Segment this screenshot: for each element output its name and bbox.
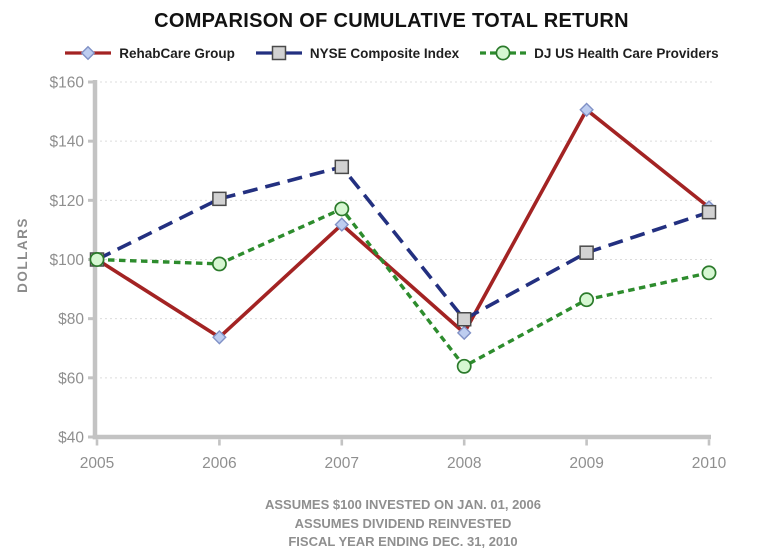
- data-point-square: [334, 159, 350, 175]
- x-tick-label: 2008: [447, 455, 481, 472]
- legend-circle-swatch: [480, 45, 527, 61]
- x-tick-label: 2007: [325, 455, 359, 472]
- data-point-square: [212, 191, 227, 207]
- x-tick-label: 2005: [80, 455, 114, 472]
- data-point-circle: [89, 252, 105, 267]
- y-tick-label: $100: [50, 252, 85, 269]
- data-point-diamond: [334, 217, 350, 232]
- legend-diamond-swatch: [65, 45, 112, 61]
- data-point-circle: [579, 292, 595, 308]
- y-tick-label: $80: [58, 311, 84, 328]
- legend-label: NYSE Composite Index: [309, 45, 460, 61]
- legend-square-swatch: [255, 45, 302, 61]
- data-point-square: [579, 245, 594, 260]
- data-point-diamond: [579, 102, 594, 118]
- y-tick-label: $160: [50, 75, 85, 92]
- y-axis-title: DOLLARS: [15, 217, 30, 293]
- x-tick-label: 2006: [202, 455, 236, 472]
- footnote-line: ASSUMES $100 INVESTED ON JAN. 01, 2006: [264, 497, 541, 512]
- y-tick-label: $60: [58, 370, 84, 387]
- series-line: [96, 107, 711, 340]
- data-point-diamond: [212, 330, 227, 345]
- chart-title: COMPARISON OF CUMULATIVE TOTAL RETURN: [154, 10, 629, 32]
- footnote-line: ASSUMES DIVIDEND REINVESTED: [294, 515, 512, 531]
- y-tick-label: $140: [50, 134, 85, 151]
- x-tick-label: 2010: [692, 455, 727, 472]
- y-tick-label: $40: [58, 430, 84, 447]
- chart-footnotes: ASSUMES $100 INVESTED ON JAN. 01, 2006 A…: [23, 496, 783, 552]
- chart-area: $40 $60 $80 $100 $120 $140 $160 2005 2006 2007 200…: [0, 70, 783, 480]
- series-line: [96, 164, 710, 322]
- diamond-icon: [81, 45, 96, 61]
- x-tick-label: 2009: [569, 455, 603, 472]
- legend-label: RehabCare Group: [119, 45, 235, 61]
- data-point-circle: [334, 201, 350, 217]
- data-point-square: [456, 312, 472, 327]
- legend-label: DJ US Health Care Providers: [534, 45, 719, 61]
- circle-icon: [495, 45, 511, 61]
- legend-item-circle: DJ US Health Care Providers: [479, 45, 719, 61]
- legend-item-diamond: RehabCare Group: [64, 45, 235, 61]
- footnote-line: FISCAL YEAR ENDING DEC. 31, 2010: [288, 534, 518, 549]
- data-point-circle: [211, 256, 227, 272]
- y-tick-label: $120: [50, 193, 85, 210]
- chart-legend: RehabCare Group NYSE Composite Index DJ US…: [0, 42, 783, 64]
- data-point-square: [701, 204, 717, 220]
- series-line: [96, 206, 710, 369]
- data-point-diamond: [456, 325, 472, 341]
- line-chart: $40 $60 $80 $100 $120 $140 $160 2005 2006 2007 200…: [15, 75, 727, 473]
- data-point-circle: [701, 265, 717, 281]
- legend-item-square: NYSE Composite Index: [255, 45, 459, 61]
- square-icon: [271, 45, 287, 61]
- data-point-circle: [456, 358, 472, 374]
